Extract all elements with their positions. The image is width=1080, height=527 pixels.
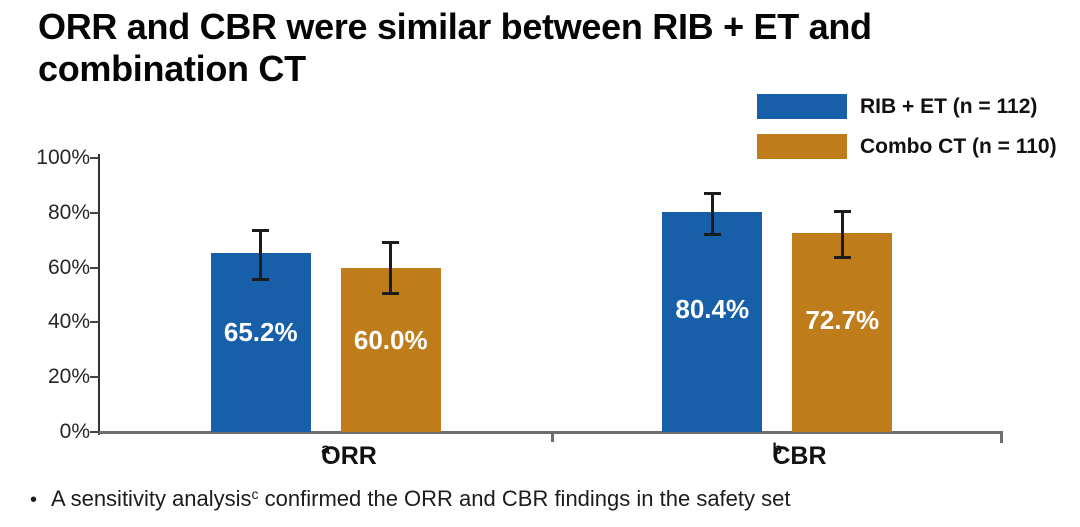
error-bar-cap-top-orr-combo-ct [382,241,400,245]
slide-title-line-1: ORR and CBR were similar between RIB + E… [38,6,872,47]
ytick-mark-100 [90,157,99,159]
ytick-label-20: 20% [47,365,90,389]
bar-cbr-combo-ct: 72.7% [792,232,893,432]
bar-label-orr-rib-et: 65.2% [223,316,298,347]
bar-cbr-rib-et: 80.4% [662,211,763,432]
legend-label-rib-et: RIB + ET (n = 112) [860,94,1038,118]
bar-label-cbr-combo-ct: 72.7% [805,305,880,336]
x-axis-tick-right [1000,434,1003,443]
bar-label-cbr-rib-et: 80.4% [675,293,750,324]
footnote-text-main: A sensitivity analysis [51,486,252,511]
ytick-mark-0 [90,431,99,433]
legend-label-combo-ct: Combo CT (n = 110) [860,134,1057,158]
ytick-label-80: 80% [47,200,90,224]
ytick-mark-20 [90,376,99,379]
error-bar-line-orr-combo-ct [389,242,393,295]
ytick-label-100: 100% [36,146,90,169]
footnote-text: A sensitivity analysisc confirmed the OR… [51,486,790,514]
category-label-superscript: a [321,441,331,458]
error-bar-cap-top-orr-rib-et [252,228,270,232]
ytick-label-0: 0% [59,420,90,443]
error-bar-line-cbr-rib-et [710,192,714,236]
category-label-superscript: b [772,441,783,458]
ytick-label-40: 40% [47,310,90,334]
error-bar-cap-top-cbr-rib-et [703,191,721,195]
ytick-mark-60 [90,266,99,269]
x-axis-tick-center [550,434,554,442]
legend-swatch-combo-ct [757,134,847,159]
bullet-icon: • [30,489,38,511]
error-bar-line-cbr-combo-ct [840,210,844,259]
legend-swatch-rib-et [757,94,847,119]
ytick-label-60: 60% [47,255,90,279]
error-bar-cap-top-cbr-combo-ct [833,209,851,213]
bar-orr-rib-et: 65.2% [210,253,311,432]
legend: RIB + ET (n = 112) Combo CT (n = 110) [757,94,1057,174]
y-axis-line [98,154,100,435]
error-bar-line-orr-rib-et [259,229,263,280]
footnote: • A sensitivity analysisc confirmed the … [30,486,790,514]
error-bar-cap-bottom-cbr-combo-ct [833,256,851,260]
x-axis-line [98,431,1003,434]
error-bar-cap-bottom-cbr-rib-et [703,233,721,237]
legend-item-rib-et: RIB + ET (n = 112) [757,94,1057,119]
category-label-cbr: CBR b [697,441,857,471]
ytick-mark-40 [90,321,99,324]
category-label-text: CBR [772,442,827,470]
slide-title-line-2: combination CT [38,47,306,89]
legend-item-combo-ct: Combo CT (n = 110) [757,134,1057,159]
category-label-text: ORR [321,442,377,470]
error-bar-cap-bottom-orr-combo-ct [382,292,400,296]
slide-title: ORR and CBR were similar between RIB + E… [38,6,1038,90]
category-label-orr: ORR a [246,441,406,471]
footnote-superscript: c [251,486,259,502]
error-bar-cap-bottom-orr-rib-et [252,277,270,281]
ytick-mark-80 [90,211,99,214]
footnote-text-rest: confirmed the ORR and CBR findings in th… [258,486,791,511]
bar-label-orr-combo-ct: 60.0% [353,324,428,355]
